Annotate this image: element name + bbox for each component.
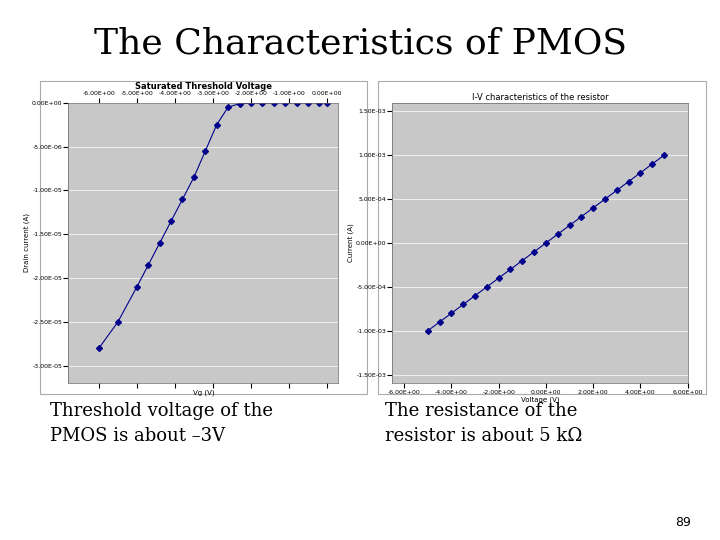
Title: Saturated Threshold Voltage: Saturated Threshold Voltage — [135, 82, 272, 91]
X-axis label: Voltage (V): Voltage (V) — [521, 396, 559, 402]
X-axis label: Vg (V): Vg (V) — [192, 390, 215, 396]
Title: I-V characteristics of the resistor: I-V characteristics of the resistor — [472, 93, 608, 102]
Text: The Characteristics of PMOS: The Characteristics of PMOS — [94, 27, 626, 61]
Text: The resistance of the
resistor is about 5 kΩ: The resistance of the resistor is about … — [385, 402, 582, 446]
Y-axis label: Current (A): Current (A) — [348, 224, 354, 262]
Y-axis label: Drain current (A): Drain current (A) — [24, 213, 30, 273]
Text: 89: 89 — [675, 516, 691, 529]
Text: Threshold voltage of the
PMOS is about –3V: Threshold voltage of the PMOS is about –… — [50, 402, 274, 446]
